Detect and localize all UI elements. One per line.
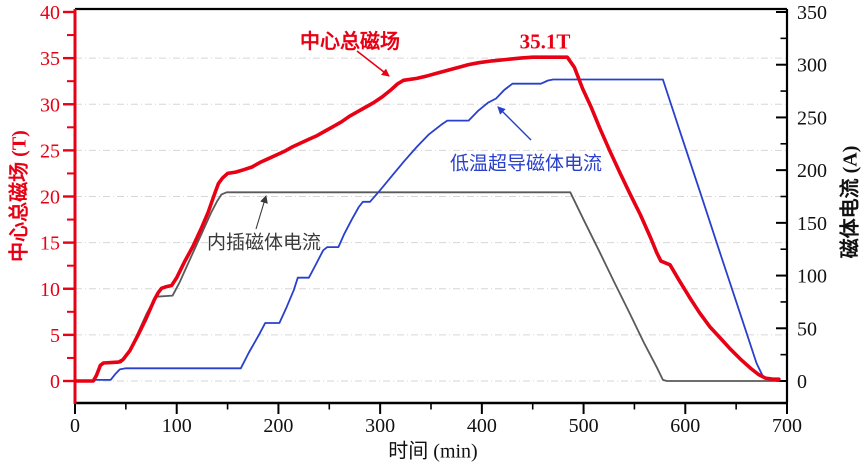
left-tick-label: 30 <box>40 94 60 116</box>
left-tick-label: 40 <box>40 2 60 24</box>
left-axis-title: 中心总磁场 (T) <box>8 130 31 262</box>
x-tick-label: 500 <box>569 415 599 437</box>
right-tick-label: 200 <box>797 160 827 182</box>
series-中心总磁场 <box>73 55 781 383</box>
tick-labels: 0 100 200 300 400 500 600 700051015202530354005… <box>40 2 827 437</box>
x-tick-label: 300 <box>365 415 395 437</box>
x-axis-title: 时间 (min) <box>388 440 478 463</box>
right-tick-label: 50 <box>797 318 817 340</box>
x-tick-label: 700 <box>772 415 802 437</box>
right-tick-label: 0 <box>797 371 807 393</box>
insert-magnet-arrow <box>255 195 268 230</box>
center-field-arrow <box>356 50 390 77</box>
right-tick-label: 100 <box>797 266 827 288</box>
right-tick-label: 350 <box>797 2 827 24</box>
left-tick-label: 20 <box>40 187 60 209</box>
x-tick-label: 0 <box>70 415 80 437</box>
insert-magnet-label: 内插磁体电流 <box>207 232 321 254</box>
gridlines <box>75 57 787 382</box>
left-tick-label: 35 <box>40 48 60 70</box>
sc-magnet-arrow <box>497 106 532 141</box>
axis-ticks <box>63 10 788 414</box>
left-tick-label: 25 <box>40 140 60 162</box>
plot-frame <box>73 7 789 405</box>
series-低温超导磁体电流 <box>74 78 780 382</box>
right-tick-label: 150 <box>797 213 827 235</box>
x-tick-label: 400 <box>467 415 497 437</box>
series-内插磁体电流 <box>74 191 780 382</box>
left-tick-label: 0 <box>50 371 60 393</box>
right-tick-label: 300 <box>797 55 827 77</box>
sc-magnet-label: 低温超导磁体电流 <box>450 153 602 175</box>
left-tick-label: 10 <box>40 279 60 301</box>
peak-value-label: 35.1T <box>520 29 571 53</box>
right-tick-label: 250 <box>797 107 827 129</box>
x-tick-label: 100 <box>162 415 192 437</box>
left-tick-label: 5 <box>50 325 60 347</box>
x-tick-label: 600 <box>670 415 700 437</box>
left-tick-label: 15 <box>40 233 60 255</box>
center-field-label: 中心总磁场 <box>300 29 400 53</box>
x-tick-label: 200 <box>263 415 293 437</box>
right-axis-title: 磁体电流 (A) <box>839 145 862 259</box>
